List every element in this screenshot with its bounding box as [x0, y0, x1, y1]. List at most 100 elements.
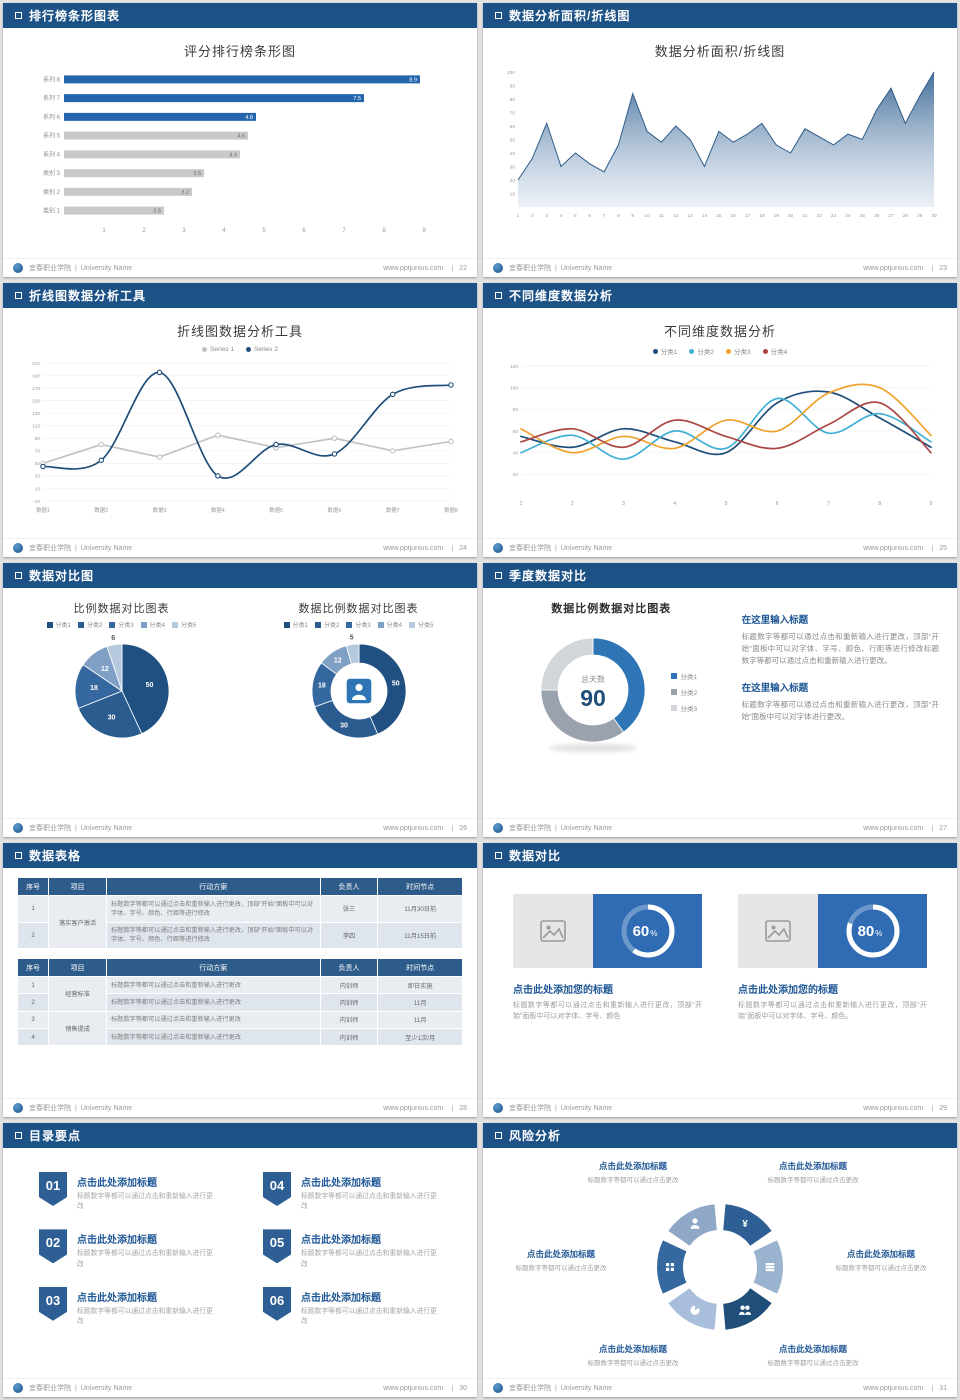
table-cell: 李四 — [319, 921, 379, 950]
legend-label: 分类1 — [292, 623, 308, 629]
svg-text:60: 60 — [513, 429, 519, 435]
footer-divider: | — [75, 544, 77, 552]
footer-university-name: University Name — [560, 1384, 613, 1392]
square-bullet-icon — [15, 12, 22, 19]
card-media: 80% — [738, 894, 927, 968]
footer-divider: | — [555, 1104, 557, 1112]
svg-text:系列 4: 系列 4 — [43, 150, 61, 158]
pie-icon — [690, 1305, 700, 1315]
svg-text:60%: 60% — [632, 923, 657, 940]
legend-item: 分类4 — [140, 620, 165, 629]
svg-text:40: 40 — [510, 151, 516, 157]
risk-label: 点击此处添加标题 标题数字等都可以通过点击更改 — [555, 1160, 711, 1184]
legend-swatch — [409, 621, 416, 628]
footer-site-url: www.pptjunius.com — [383, 1104, 444, 1112]
card-title: 点击此处添加您的标题 — [738, 985, 838, 996]
svg-text:30: 30 — [340, 723, 348, 730]
legend-label: 分类5 — [418, 623, 434, 629]
svg-text:40: 40 — [513, 450, 519, 456]
risk-label-title: 点击此处添加标题 — [846, 1249, 915, 1259]
toc-column-right: 04 点击此处添加标题 标题数字等都可以通过点击和重新输入进行更改 05 点击此处添加标… — [263, 1172, 441, 1378]
slide-pie-compare[interactable]: 数据对比图 比例数据对比图表 分类1 分类2 分类3 分类4 分类5 50 30 18 12 6… — [3, 563, 477, 837]
legend-swatch — [346, 621, 353, 628]
slide-page-number: 30 — [452, 1384, 467, 1392]
legend-item: 分类2 — [671, 687, 697, 697]
legend-swatch — [671, 673, 678, 679]
toc-item[interactable]: 06 点击此处添加标题 标题数字等都可以通过点击和重新输入进行更改 — [263, 1286, 441, 1327]
legend-item: 分类5 — [409, 620, 433, 629]
toc-item[interactable]: 01 点击此处添加标题 标题数字等都可以通过点击和重新输入进行更改 — [39, 1172, 217, 1212]
svg-text:170: 170 — [32, 386, 40, 392]
table-cell: 内训师 — [319, 976, 379, 995]
slide-page-number: 31 — [932, 1384, 947, 1392]
svg-text:30: 30 — [35, 474, 41, 480]
school-logo-icon — [493, 1103, 503, 1113]
toc-item[interactable]: 02 点击此处添加标题 标题数字等都可以通过点击和重新输入进行更改 — [39, 1229, 217, 1269]
legend-item: 分类1 — [652, 346, 678, 356]
legend-swatch — [671, 705, 678, 711]
slide-area-chart[interactable]: 数据分析面积/折线图 数据分析面积/折线图 100 90 80 70 60 50 40 30 2… — [483, 3, 957, 277]
table-cell: 1 — [16, 976, 50, 995]
toc-item[interactable]: 04 点击此处添加标题 标题数字等都可以通过点击和重新输入进行更改 — [263, 1172, 441, 1212]
footer-site-url: www.pptjunius.com — [863, 1104, 924, 1112]
slide-footer: 宜春职业学院 | University Name www.pptjunius.com 2… — [3, 1098, 477, 1117]
slide-quarter-compare[interactable]: 季度数据对比 数据比例数据对比图表 总天数 90 分类1 分类2 分类3 在这里输入标… — [483, 563, 957, 837]
svg-text:17: 17 — [745, 213, 751, 219]
slide-multi-line[interactable]: 不同维度数据分析 不同维度数据分析 分类1 分类2 分类3 分类4 120 100 80 6… — [483, 283, 957, 557]
footer-university-name: University Name — [80, 824, 133, 832]
table-cell: 标题数字等都可以通过点击和重新输入进行更改，顶部“开始”面板中可以对字体、字号、… — [105, 921, 321, 950]
square-bullet-icon — [495, 852, 502, 859]
legend-item: 分类2 — [689, 346, 714, 356]
slide-bar-ranking[interactable]: 排行榜条形图表 评分排行榜条形图 系列 8 8.9 系列 7 7.5 系列 6 4.8 系列… — [3, 3, 477, 277]
table-cell: 落实客户激活 — [48, 894, 107, 950]
school-logo-icon — [13, 543, 23, 553]
toc-text: 点击此处添加标题 标题数字等都可以通过点击和重新输入进行更改 — [301, 1229, 441, 1269]
school-logo-icon — [493, 823, 503, 833]
toc-text: 点击此处添加标题 标题数字等都可以通过点击和重新输入进行更改 — [77, 1229, 217, 1269]
legend-swatch — [314, 621, 321, 628]
table-column-header: 负责人 — [319, 958, 379, 978]
slide-risk-analysis[interactable]: 风险分析 ¥ 点击此处添加标题 标题数字等都可以通过点击更改 点击此处添加标题 标题数字… — [483, 1123, 957, 1397]
legend-label: 分类1 — [55, 623, 71, 629]
table-cell: 1 — [16, 895, 50, 923]
risk-label: 点击此处添加标题 标题数字等都可以通过点击更改 — [483, 1248, 639, 1272]
legend-swatch — [671, 689, 678, 695]
legend-item: Series 1 — [202, 346, 234, 353]
data-table-2: 序号 项目 行动方案 负责人 时间节点 1 经营标准 标题数字等都可以通过点击和重新输入进行更… — [16, 958, 463, 1047]
slide-footer: 宜春职业学院 | University Name www.pptjunius.com 2… — [483, 258, 957, 277]
legend-item: 分类1 — [46, 620, 71, 629]
slide-header-title: 数据表格 — [29, 849, 82, 863]
table-column-header: 项目 — [48, 877, 107, 896]
svg-text:2: 2 — [142, 228, 146, 234]
legend-label: 分类1 — [660, 349, 678, 356]
toc-item[interactable]: 03 点击此处添加标题 标题数字等都可以通过点击和重新输入进行更改 — [39, 1286, 217, 1327]
table-cell: 内训师 — [319, 993, 379, 1012]
toc-item-title: 点击此处添加标题 — [77, 1178, 157, 1189]
footer-divider: | — [75, 264, 77, 272]
svg-text:类别 2: 类别 2 — [43, 188, 61, 196]
toc-text: 点击此处添加标题 标题数字等都可以通过点击和重新输入进行更改 — [301, 1287, 441, 1327]
svg-text:9: 9 — [422, 228, 426, 234]
slide-data-tables[interactable]: 数据表格 序号 项目 行动方案 负责人 时间节点 1 落实客户激活 标题数字等都可以通过点击和… — [3, 843, 477, 1117]
risk-label-caption: 标题数字等都可以通过点击更改 — [587, 1177, 679, 1184]
slide-header: 数据分析面积/折线图 — [483, 3, 957, 28]
svg-text:数据1: 数据1 — [36, 506, 50, 514]
block-body: 标题数字等都可以通过点击和重新输入进行更改，顶部“开始”面板中可以对字体进行更改… — [741, 700, 939, 721]
slide-toc[interactable]: 目录要点 01 点击此处添加标题 标题数字等都可以通过点击和重新输入进行更改 02 点击… — [3, 1123, 477, 1397]
svg-text:80: 80 — [510, 97, 516, 103]
slide-progress-compare[interactable]: 数据对比 60% 点击此处添加您的标题 标题数字等都可以通过点击和重新输入进行更改，… — [483, 843, 957, 1117]
pie-panel-left: 比例数据对比图表 分类1 分类2 分类3 分类4 分类5 50 30 18 12 6 — [3, 588, 240, 818]
toc-number-badge: 02 — [39, 1229, 67, 1264]
image-placeholder-icon — [513, 894, 593, 968]
toc-text: 点击此处添加标题 标题数字等都可以通过点击和重新输入进行更改 — [77, 1172, 217, 1212]
slide-line-tool[interactable]: 折线图数据分析工具 折线图数据分析工具 Series 1 Series 2 210… — [3, 283, 477, 557]
svg-text:5: 5 — [262, 228, 266, 234]
footer-school-name: 宜春职业学院 — [509, 1105, 551, 1112]
slide-page-number: 24 — [452, 544, 467, 552]
table-cell: 内训师 — [319, 1028, 379, 1047]
svg-text:4.6: 4.6 — [237, 134, 245, 140]
slide-header-title: 排行榜条形图表 — [29, 9, 121, 23]
legend-label: 分类3 — [680, 706, 698, 713]
toc-item[interactable]: 05 点击此处添加标题 标题数字等都可以通过点击和重新输入进行更改 — [263, 1229, 441, 1269]
legend-swatch — [140, 621, 147, 628]
